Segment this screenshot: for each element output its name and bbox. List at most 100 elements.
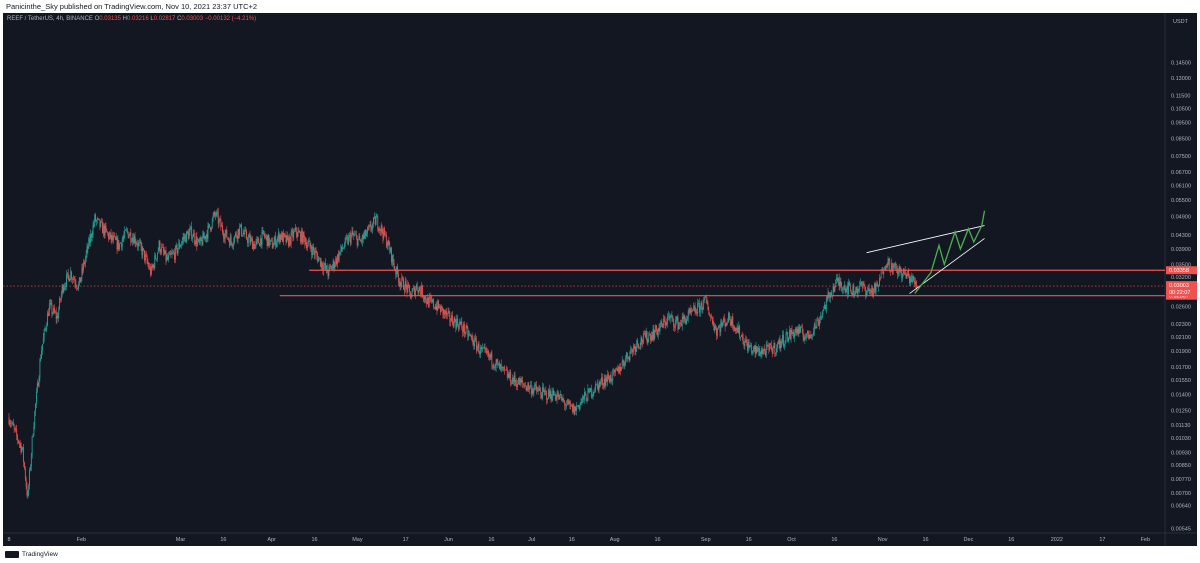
- x-tick-label: Jul: [528, 537, 535, 543]
- candle-body: [584, 392, 585, 400]
- candlestick-chart[interactable]: 0.00545 0.00640 0.00700 0.00770 0.00850 0.009…: [3, 13, 1197, 546]
- candle-body: [295, 227, 296, 231]
- candle-body: [752, 350, 753, 353]
- candle-body: [309, 240, 311, 247]
- candle-body: [680, 324, 682, 327]
- candle-body: [605, 377, 607, 386]
- candle-body: [599, 382, 601, 385]
- candle-body: [204, 236, 205, 239]
- candle-body: [542, 387, 544, 390]
- candle-body: [77, 287, 79, 289]
- candle-body: [353, 234, 355, 236]
- candle-body: [268, 234, 270, 246]
- candle-body: [62, 285, 64, 292]
- candle-body: [327, 272, 329, 277]
- candle-body: [534, 384, 536, 389]
- candle-body: [367, 227, 368, 234]
- candle-body: [302, 232, 304, 244]
- candle-body: [419, 287, 421, 291]
- candle-body: [873, 289, 874, 296]
- chart-area[interactable]: 0.00545 0.00640 0.00700 0.00770 0.00850 0.009…: [3, 13, 1197, 546]
- candle-body: [254, 244, 256, 249]
- candle-body: [617, 366, 619, 371]
- symbol-label: REEF / TetherUS, 4h, BINANCE: [7, 16, 93, 22]
- candle-body: [583, 395, 584, 400]
- candle-body: [777, 343, 778, 349]
- candle-body: [374, 216, 376, 225]
- candle-body: [273, 241, 275, 247]
- candle-body: [252, 238, 253, 250]
- candle-body: [870, 289, 872, 293]
- candle-body: [277, 232, 279, 238]
- candle-body: [710, 316, 712, 318]
- candle-body: [601, 377, 603, 382]
- candle-body: [192, 236, 193, 239]
- candle-body: [318, 258, 319, 262]
- candle-body: [729, 319, 731, 322]
- candle-body: [801, 327, 802, 328]
- candle-body: [487, 350, 488, 354]
- candle-body: [864, 285, 866, 290]
- candle-body: [140, 241, 142, 247]
- candle-body: [895, 263, 897, 268]
- candle-body: [461, 321, 463, 329]
- candle-body: [343, 247, 344, 249]
- candle-body: [778, 338, 780, 344]
- candle-body: [688, 311, 690, 313]
- candle-body: [215, 214, 217, 216]
- candle-body: [648, 334, 650, 340]
- candle-body: [389, 245, 391, 252]
- candle-body: [663, 318, 665, 321]
- candle-body: [768, 346, 770, 350]
- candle-body: [305, 242, 307, 245]
- candle-body: [867, 290, 868, 292]
- candle-body: [479, 353, 481, 355]
- candle-body: [472, 337, 474, 345]
- candle-body: [26, 486, 28, 496]
- candle-body: [825, 298, 827, 310]
- candle-body: [323, 265, 325, 271]
- candle-body: [632, 349, 633, 353]
- candle-body: [521, 380, 523, 383]
- candle-body: [712, 320, 714, 326]
- x-tick-label: 2022: [1051, 537, 1063, 543]
- candle-body: [561, 398, 563, 401]
- candle-body: [286, 235, 288, 243]
- candle-body: [253, 243, 254, 250]
- candle-body: [650, 334, 651, 341]
- candle-body: [101, 221, 103, 222]
- candle-body: [120, 242, 122, 248]
- candle-body: [291, 231, 293, 233]
- x-tick-label: 16: [311, 537, 317, 543]
- candle-body: [848, 282, 849, 295]
- candle-body: [643, 333, 645, 343]
- candle-body: [909, 275, 910, 284]
- candle-body: [439, 306, 440, 308]
- candle-body: [475, 337, 476, 340]
- candle-body: [338, 253, 340, 261]
- candle-body: [56, 315, 58, 319]
- candle-body: [242, 233, 244, 236]
- candle-body: [668, 315, 670, 319]
- candle-body: [758, 348, 759, 352]
- candle-body: [347, 237, 349, 244]
- candle-body: [469, 334, 471, 336]
- candle-body: [865, 289, 867, 296]
- candle-body: [306, 242, 307, 249]
- candle-body: [912, 276, 914, 280]
- candle-body: [759, 348, 760, 356]
- candle-body: [850, 289, 852, 294]
- candle-body: [543, 389, 545, 392]
- candle-body: [440, 306, 442, 313]
- candle-body: [373, 217, 374, 224]
- candle-body: [494, 366, 496, 368]
- candle-body: [544, 391, 546, 392]
- candle-body: [445, 310, 447, 316]
- candle-body: [380, 225, 382, 232]
- candle-body: [711, 317, 713, 321]
- candle-body: [684, 315, 686, 320]
- candle-body: [795, 328, 797, 333]
- candle-body: [537, 389, 539, 392]
- candle-body: [365, 230, 367, 237]
- candle-body: [704, 297, 705, 300]
